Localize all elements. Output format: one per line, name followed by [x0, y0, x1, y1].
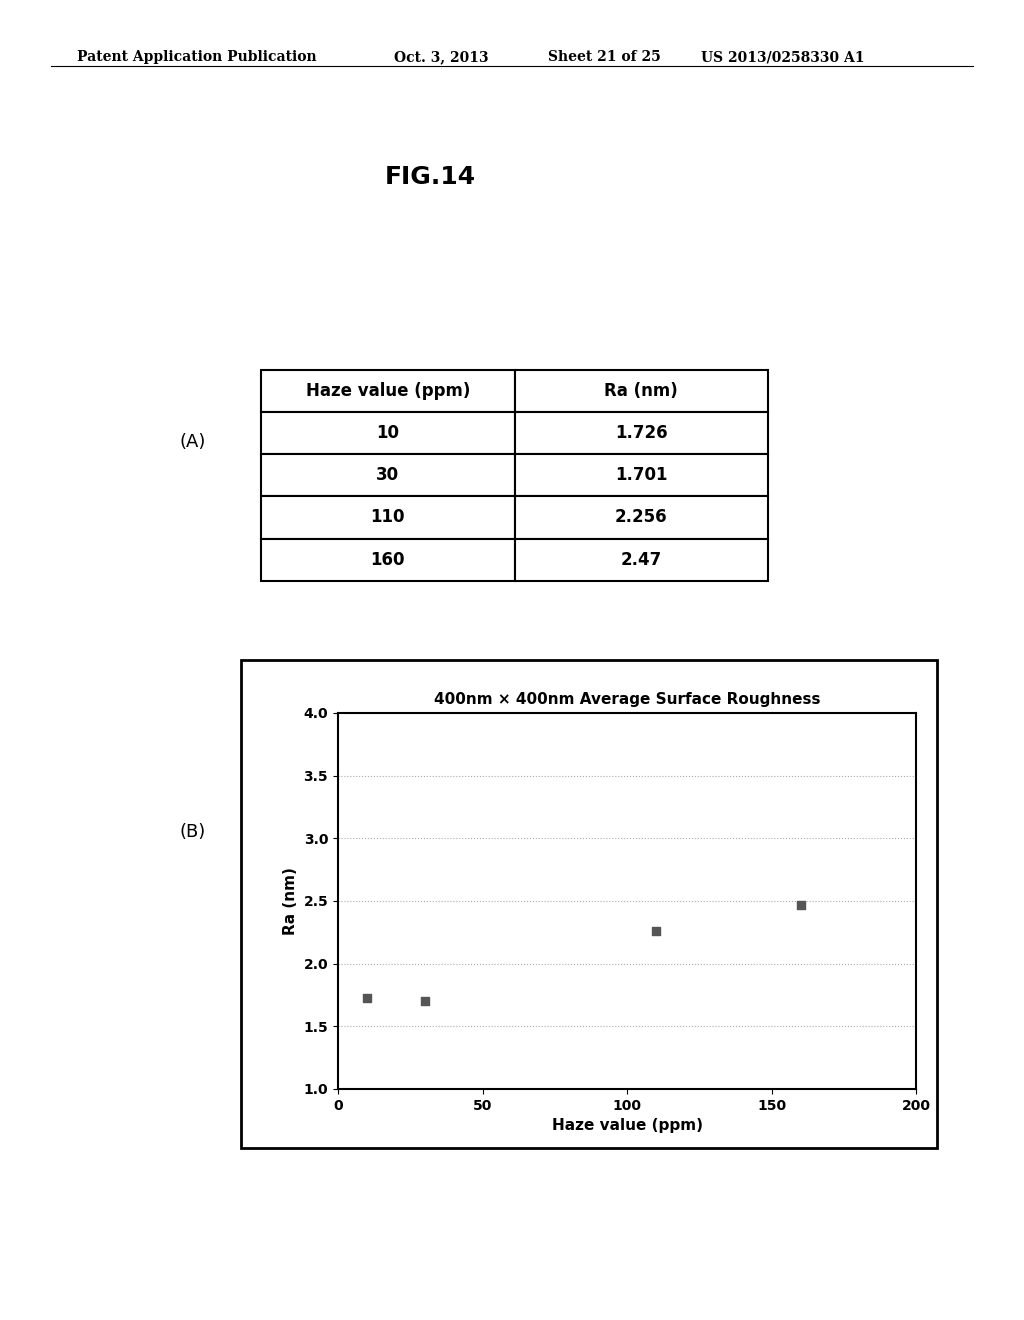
Point: [648, 921, 665, 942]
Text: (B): (B): [179, 822, 206, 841]
Text: Patent Application Publication: Patent Application Publication: [77, 50, 316, 65]
X-axis label: Haze value (ppm): Haze value (ppm): [552, 1118, 702, 1134]
Text: FIG.14: FIG.14: [385, 165, 475, 189]
Text: Sheet 21 of 25: Sheet 21 of 25: [548, 50, 660, 65]
Text: US 2013/0258330 A1: US 2013/0258330 A1: [701, 50, 865, 65]
Y-axis label: Ra (nm): Ra (nm): [283, 867, 298, 935]
Point: [793, 894, 809, 915]
Point: [417, 990, 433, 1011]
Point: [358, 987, 375, 1008]
Text: (A): (A): [179, 433, 206, 451]
Title: 400nm × 400nm Average Surface Roughness: 400nm × 400nm Average Surface Roughness: [434, 693, 820, 708]
Text: Oct. 3, 2013: Oct. 3, 2013: [394, 50, 488, 65]
